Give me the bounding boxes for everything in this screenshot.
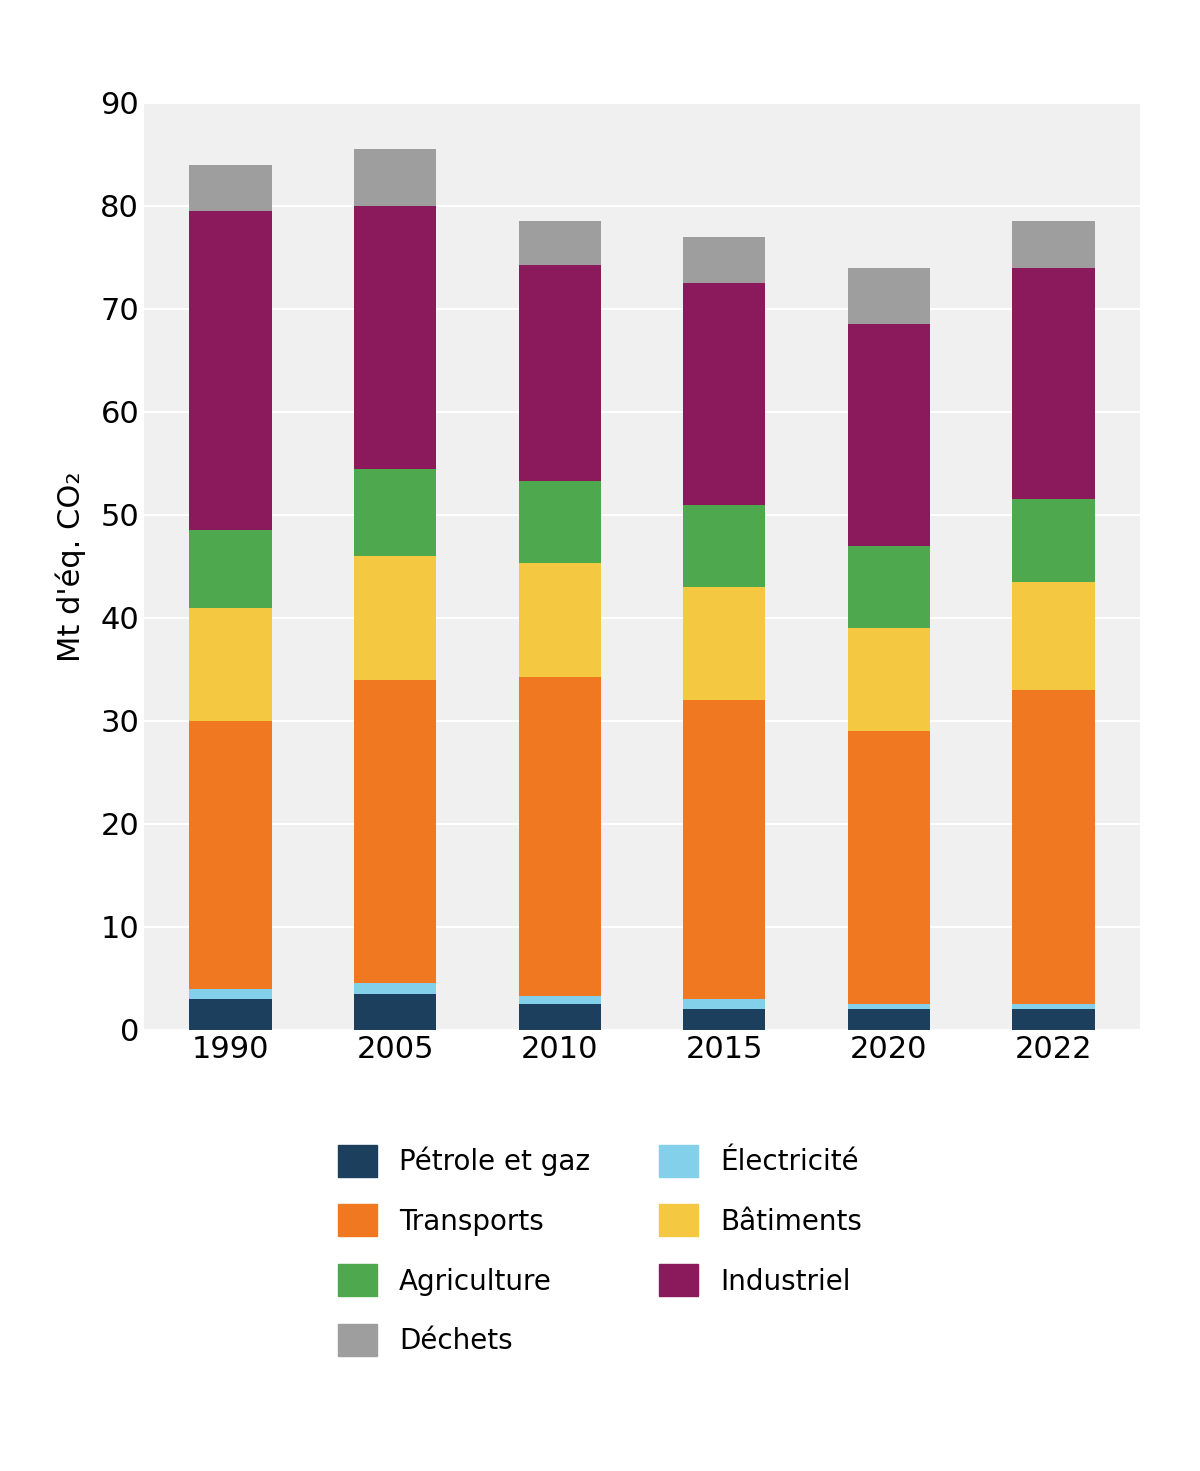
Bar [354, 468, 437, 556]
Bar [518, 1003, 601, 1030]
Bar [518, 222, 601, 265]
Bar [847, 731, 930, 1003]
Bar [354, 680, 437, 984]
Bar [683, 587, 766, 700]
Bar [354, 556, 437, 680]
Bar [847, 628, 930, 731]
Bar [1013, 1009, 1094, 1030]
Bar [518, 265, 601, 481]
Bar [518, 996, 601, 1003]
Bar [190, 608, 271, 721]
Bar [1013, 221, 1094, 268]
Bar [847, 324, 930, 546]
Bar [847, 1003, 930, 1009]
Bar [683, 1009, 766, 1030]
Bar [847, 268, 930, 324]
Bar [683, 700, 766, 999]
Bar [190, 531, 271, 608]
Bar [1013, 268, 1094, 499]
Bar [847, 1009, 930, 1030]
Legend: Pétrole et gaz, Transports, Agriculture, Déchets, Électricité, Bâtiments, Indust: Pétrole et gaz, Transports, Agriculture,… [337, 1144, 863, 1356]
Bar [518, 677, 601, 996]
Bar [190, 721, 271, 989]
Bar [354, 150, 437, 206]
Bar [683, 282, 766, 505]
Bar [518, 481, 601, 563]
Bar [354, 206, 437, 468]
Bar [847, 546, 930, 628]
Bar [354, 994, 437, 1030]
Bar [518, 563, 601, 677]
Bar [190, 210, 271, 531]
Bar [190, 989, 271, 999]
Bar [683, 505, 766, 587]
Bar [1013, 581, 1094, 690]
Bar [190, 165, 271, 210]
Bar [1013, 500, 1094, 581]
Bar [354, 983, 437, 994]
Bar [683, 237, 766, 284]
Bar [1013, 690, 1094, 1003]
Bar [1013, 1003, 1094, 1009]
Bar [190, 999, 271, 1030]
Y-axis label: Mt d'éq. CO₂: Mt d'éq. CO₂ [56, 471, 86, 662]
Bar [683, 999, 766, 1009]
